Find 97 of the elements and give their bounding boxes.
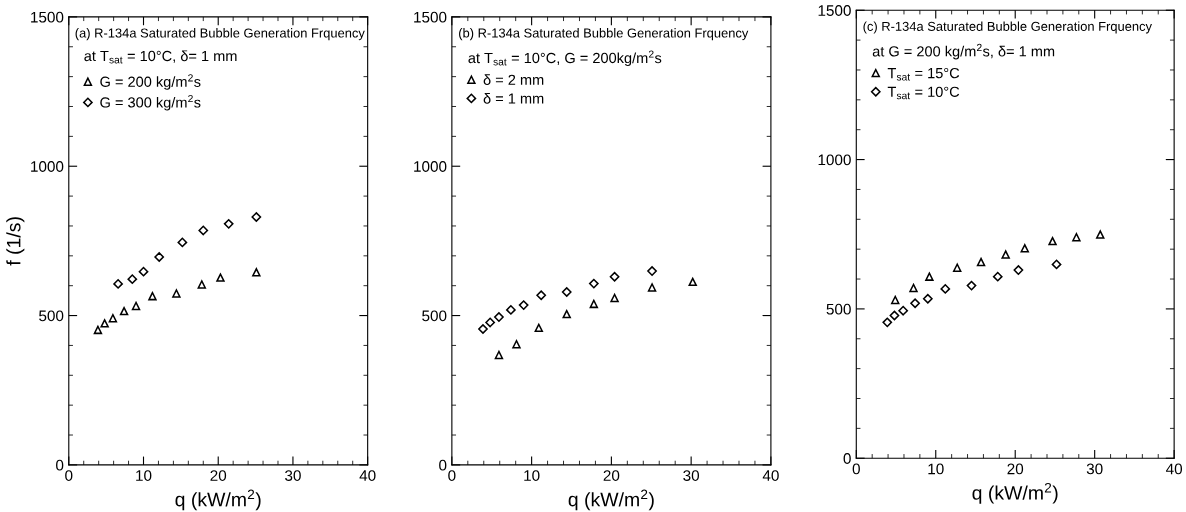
- legend-label: G = 200 kg/m$^{2}$s: [100, 74, 201, 90]
- x-axis-title: q (kW/m$^{2}$): [568, 489, 654, 511]
- x-tick-label: 0: [852, 463, 860, 475]
- point: [113, 279, 123, 289]
- text: (c) R-134a Saturated Bubble Generation Frquency: [863, 21, 1152, 34]
- point: [589, 299, 599, 309]
- x-axis-title: q (kW/m$^{2}$): [175, 489, 261, 511]
- legend-label: δ = 1 mm: [483, 92, 544, 104]
- x-tick-label: 10: [136, 470, 152, 481]
- point: [1096, 230, 1105, 239]
- x-tick-label: 0: [65, 470, 73, 481]
- y-tick-label: 1000: [414, 161, 447, 172]
- x-tick-label: 30: [683, 470, 700, 481]
- point: [910, 298, 920, 309]
- legend-label: T$_{sat}$ = 15°C: [887, 67, 960, 81]
- point: [1048, 236, 1057, 246]
- x-tick-label: 10: [928, 463, 944, 475]
- legend-label: δ = 2 mm: [483, 74, 544, 85]
- point: [108, 314, 118, 323]
- point: [119, 306, 129, 316]
- point: [909, 283, 918, 293]
- point: [100, 319, 109, 328]
- point: [882, 317, 893, 328]
- point: [1051, 259, 1062, 270]
- point: [252, 268, 261, 277]
- point: [609, 271, 620, 282]
- point: [177, 237, 188, 248]
- point: [952, 263, 962, 272]
- point: [688, 277, 697, 287]
- point: [131, 301, 141, 311]
- y-axis-title: f (1/s): [6, 217, 25, 266]
- text: (b) R-134a Saturated Bubble Generation Frquency: [459, 28, 749, 41]
- y-tick-label: 1000: [818, 154, 851, 166]
- x-tick-label: 20: [210, 470, 227, 481]
- point: [127, 274, 138, 285]
- y-tick-label: 1500: [414, 11, 447, 23]
- point: [505, 304, 516, 315]
- point: [494, 350, 504, 360]
- point: [647, 266, 657, 276]
- point: [1013, 265, 1024, 275]
- point: [561, 287, 572, 297]
- point: [534, 323, 544, 333]
- point: [494, 312, 504, 322]
- point: [898, 305, 909, 316]
- point: [562, 309, 571, 319]
- point: [940, 284, 951, 294]
- point: [976, 257, 986, 267]
- point: [1001, 250, 1010, 259]
- point: [198, 225, 209, 236]
- point: [610, 293, 619, 303]
- point: [890, 295, 900, 305]
- legend-label: T$_{sat}$ = 10°C: [887, 86, 960, 100]
- y-tick-label: 500: [39, 310, 64, 322]
- point: [197, 280, 207, 289]
- point: [251, 212, 262, 222]
- x-tick-label: 10: [524, 470, 540, 481]
- point: [485, 317, 496, 328]
- point: [172, 289, 181, 298]
- y-tick-label: 1500: [818, 5, 851, 16]
- y-tick-label: 0: [843, 453, 851, 464]
- point: [93, 325, 103, 335]
- y-tick-label: 500: [826, 303, 851, 315]
- point: [216, 273, 225, 282]
- x-tick-label: 40: [1166, 463, 1183, 475]
- point: [223, 218, 234, 229]
- y-tick-label: 1500: [31, 11, 64, 23]
- x-tick-label: 40: [359, 470, 376, 481]
- y-tick-label: 1000: [31, 161, 64, 172]
- x-tick-label: 40: [762, 470, 779, 481]
- text: (a) R-134a Saturated Bubble Generation Frquency: [75, 28, 365, 41]
- text: at G = 200 kg/m$^{2}$s, δ= 1 mm: [872, 43, 1055, 60]
- x-tick-label: 20: [603, 470, 620, 481]
- legend-label: G = 300 kg/m$^{2}$s: [100, 94, 201, 111]
- x-tick-label: 0: [448, 470, 456, 481]
- point: [478, 324, 488, 334]
- text: at T$_{sat}$ = 10°C, G = 200kg/m$^{2}$s: [468, 50, 662, 67]
- point: [1072, 232, 1081, 242]
- point: [966, 280, 977, 291]
- point: [518, 300, 529, 310]
- point: [138, 266, 149, 277]
- point: [889, 310, 900, 321]
- x-tick-label: 20: [1007, 463, 1024, 475]
- y-tick-label: 500: [422, 310, 447, 322]
- x-axis-title: q (kW/m$^{2}$): [972, 482, 1058, 504]
- point: [512, 339, 521, 349]
- text: at T$_{sat}$ = 10°C, δ= 1 mm: [84, 50, 237, 64]
- point: [154, 252, 165, 262]
- point: [588, 278, 599, 289]
- point: [922, 293, 933, 304]
- point: [148, 291, 157, 301]
- point: [1020, 244, 1029, 253]
- x-tick-label: 30: [1086, 463, 1103, 475]
- point: [925, 272, 934, 281]
- point: [647, 283, 657, 292]
- x-tick-label: 30: [285, 470, 301, 481]
- point: [536, 290, 547, 301]
- point: [992, 271, 1003, 282]
